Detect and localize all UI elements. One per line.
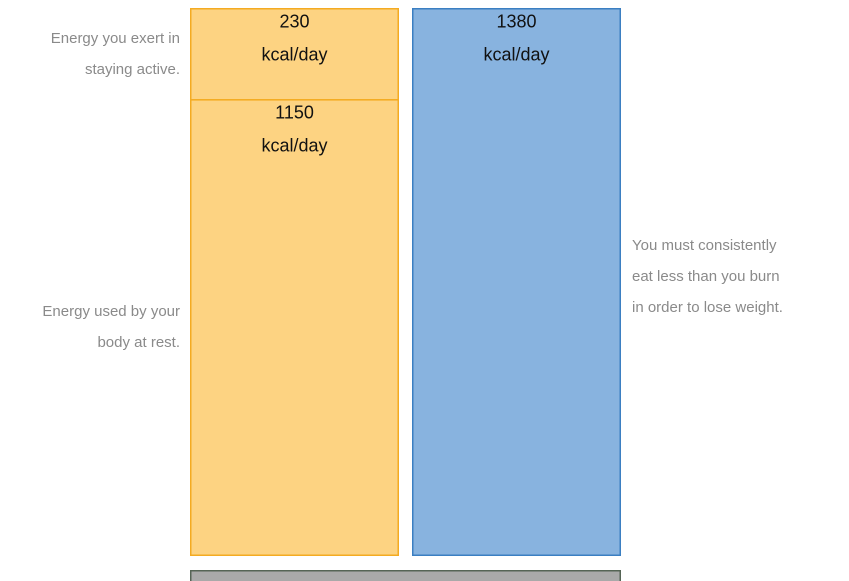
- compare-note: You must consistently: [632, 237, 777, 254]
- segment-note: body at rest.: [97, 334, 180, 351]
- segment-note: Energy you exert in: [51, 30, 180, 47]
- segment-unit: kcal/day: [261, 136, 327, 156]
- segment-value: 230: [279, 12, 309, 32]
- segment-unit: kcal/day: [261, 45, 327, 65]
- segment-note: staying active.: [85, 61, 180, 78]
- compare-unit: kcal/day: [483, 45, 549, 65]
- compare-note: eat less than you burn: [632, 268, 780, 285]
- base-bar: [190, 570, 621, 581]
- segment-value: 1150: [275, 103, 314, 123]
- segment-note: Energy used by your: [42, 303, 180, 320]
- stack-segment: [190, 8, 399, 101]
- compare-bar: [412, 8, 621, 556]
- stack-segment: [190, 99, 399, 556]
- compare-note: in order to lose weight.: [632, 299, 783, 316]
- compare-value: 1380: [496, 12, 536, 32]
